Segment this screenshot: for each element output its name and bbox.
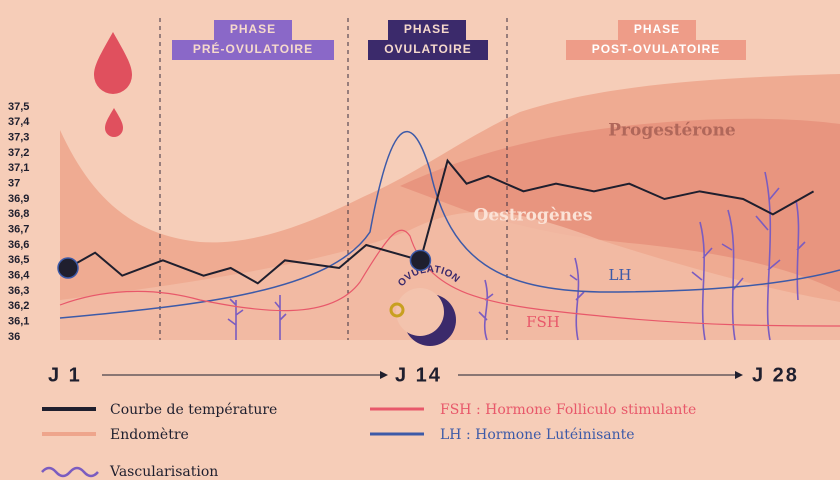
y-tick-label: 37,4 <box>8 116 30 128</box>
y-tick-label: 37 <box>8 178 20 190</box>
y-tick-label: 37,2 <box>8 147 29 159</box>
y-tick-label: 36,9 <box>8 193 29 205</box>
arrow-head <box>380 371 388 379</box>
phase-box <box>172 40 334 60</box>
y-tick-label: 37,1 <box>8 162 29 174</box>
vascularisation <box>227 171 806 341</box>
curve-label: Progestérone <box>608 121 736 141</box>
y-tick-label: 36,8 <box>8 208 29 220</box>
y-tick-label: 36,5 <box>8 254 29 266</box>
blood-drop <box>94 32 132 94</box>
phase-box <box>368 40 488 60</box>
temperature-point <box>57 257 79 279</box>
y-tick-label: 36,6 <box>8 239 29 251</box>
phase-label: POST-OVULATOIRE <box>592 42 721 56</box>
arrow-head <box>735 371 743 379</box>
y-tick-label: 37,3 <box>8 132 29 144</box>
legend-label: Vascularisation <box>109 464 218 480</box>
curve-label: LH <box>608 266 631 284</box>
blood-drop <box>105 108 123 137</box>
temperature-point <box>409 249 432 272</box>
x-tick-label: J 28 <box>752 364 799 386</box>
oestrogen-shape <box>60 211 840 340</box>
x-tick-label: J 14 <box>395 364 442 386</box>
phase-label: PHASE <box>634 22 680 36</box>
phase-label: OVULATOIRE <box>384 42 472 56</box>
phase-label: PHASE <box>404 22 450 36</box>
legend-swatch <box>41 466 99 478</box>
y-tick-label: 36,4 <box>8 270 30 282</box>
y-tick-label: 36,1 <box>8 316 29 328</box>
moon-cut <box>396 288 444 336</box>
curve-label: FSH <box>526 313 560 331</box>
phase-box <box>214 20 292 40</box>
phase-box <box>618 20 696 40</box>
legend-label: FSH : Hormone Folliculo stimulante <box>440 402 696 418</box>
phase-label: PHASE <box>230 22 276 36</box>
phase-box <box>566 40 746 60</box>
y-tick-label: 36 <box>8 331 20 343</box>
curve-label: Oestrogènes <box>474 206 593 226</box>
y-tick-label: 36,7 <box>8 224 29 236</box>
legend-label: Endomètre <box>110 427 189 443</box>
y-tick-label: 36,3 <box>8 285 29 297</box>
y-tick-label: 36,2 <box>8 300 29 312</box>
ovum <box>389 302 405 318</box>
phase-label: PRÉ-OVULATOIRE <box>193 41 313 56</box>
phase-box <box>388 20 466 40</box>
legend-label: Courbe de température <box>110 402 277 418</box>
lh-curve <box>59 130 840 319</box>
temperature-line <box>67 158 815 285</box>
y-tick-label: 37,5 <box>8 101 29 113</box>
legend-label: LH : Hormone Lutéinisante <box>440 427 635 443</box>
fsh-curve <box>59 229 840 327</box>
x-tick-label: J 1 <box>48 364 82 386</box>
